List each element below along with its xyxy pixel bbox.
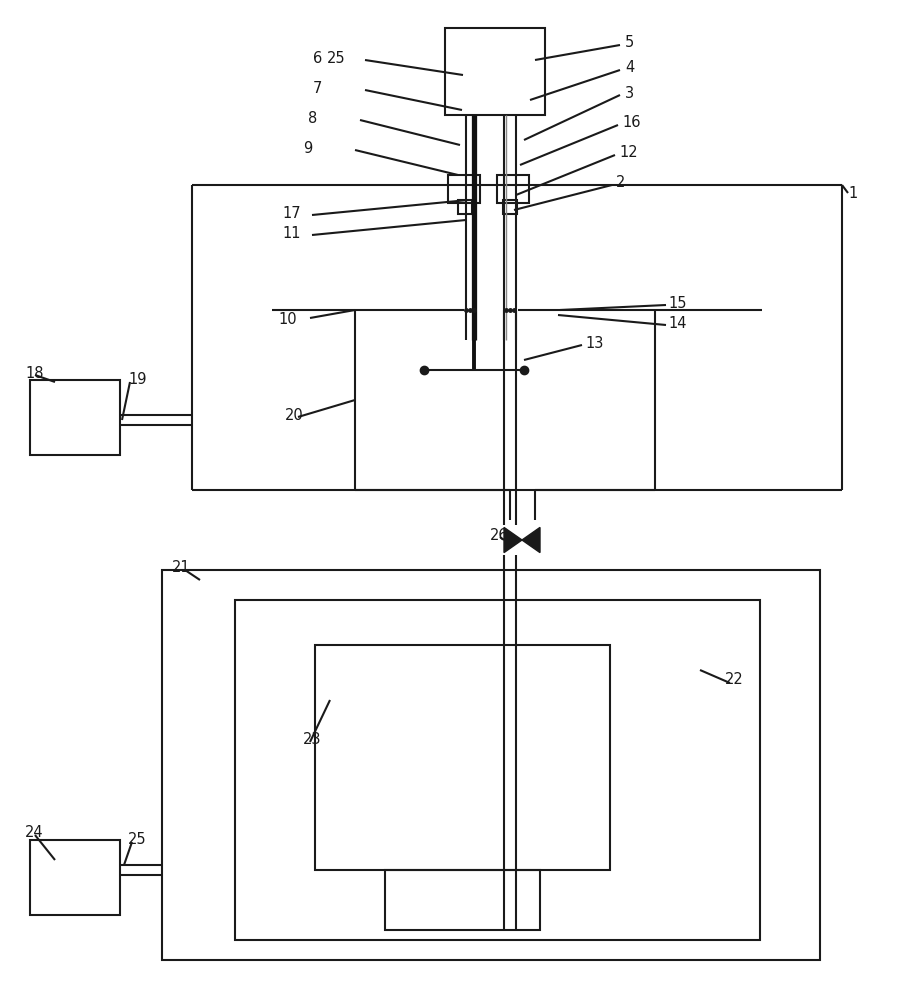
Bar <box>30 380 120 455</box>
Text: 5: 5 <box>624 35 633 50</box>
Bar <box>315 645 610 870</box>
Bar <box>502 200 517 214</box>
Text: 22: 22 <box>724 672 743 688</box>
Text: 2: 2 <box>615 175 625 190</box>
Text: 4: 4 <box>624 60 633 75</box>
Text: 7: 7 <box>312 81 322 96</box>
Text: 15: 15 <box>667 296 686 310</box>
Bar <box>235 600 759 940</box>
Bar <box>496 175 529 203</box>
Text: 12: 12 <box>618 145 637 160</box>
Polygon shape <box>521 527 539 553</box>
Bar <box>384 870 539 930</box>
Text: 11: 11 <box>281 226 300 240</box>
Text: 24: 24 <box>25 825 43 840</box>
Bar <box>457 200 472 214</box>
Text: 16: 16 <box>621 115 640 130</box>
Text: 26: 26 <box>490 528 508 542</box>
Text: 6: 6 <box>312 51 322 66</box>
Bar <box>445 28 545 115</box>
Bar <box>30 840 120 915</box>
Text: 25: 25 <box>128 832 146 847</box>
Text: 14: 14 <box>667 316 686 330</box>
Text: 17: 17 <box>281 206 300 221</box>
Text: 20: 20 <box>285 408 303 422</box>
Bar <box>161 570 819 960</box>
Text: 25: 25 <box>327 51 345 66</box>
Text: 23: 23 <box>303 732 321 747</box>
Text: 10: 10 <box>278 312 296 328</box>
Text: 19: 19 <box>128 372 146 387</box>
Text: 21: 21 <box>171 560 190 576</box>
Text: 9: 9 <box>302 141 312 156</box>
Text: 1: 1 <box>847 186 856 201</box>
Text: 3: 3 <box>624 86 633 101</box>
Bar <box>447 175 480 203</box>
Text: 18: 18 <box>25 365 43 380</box>
Polygon shape <box>503 527 521 553</box>
Text: 8: 8 <box>308 111 317 126</box>
Text: 13: 13 <box>584 336 603 351</box>
